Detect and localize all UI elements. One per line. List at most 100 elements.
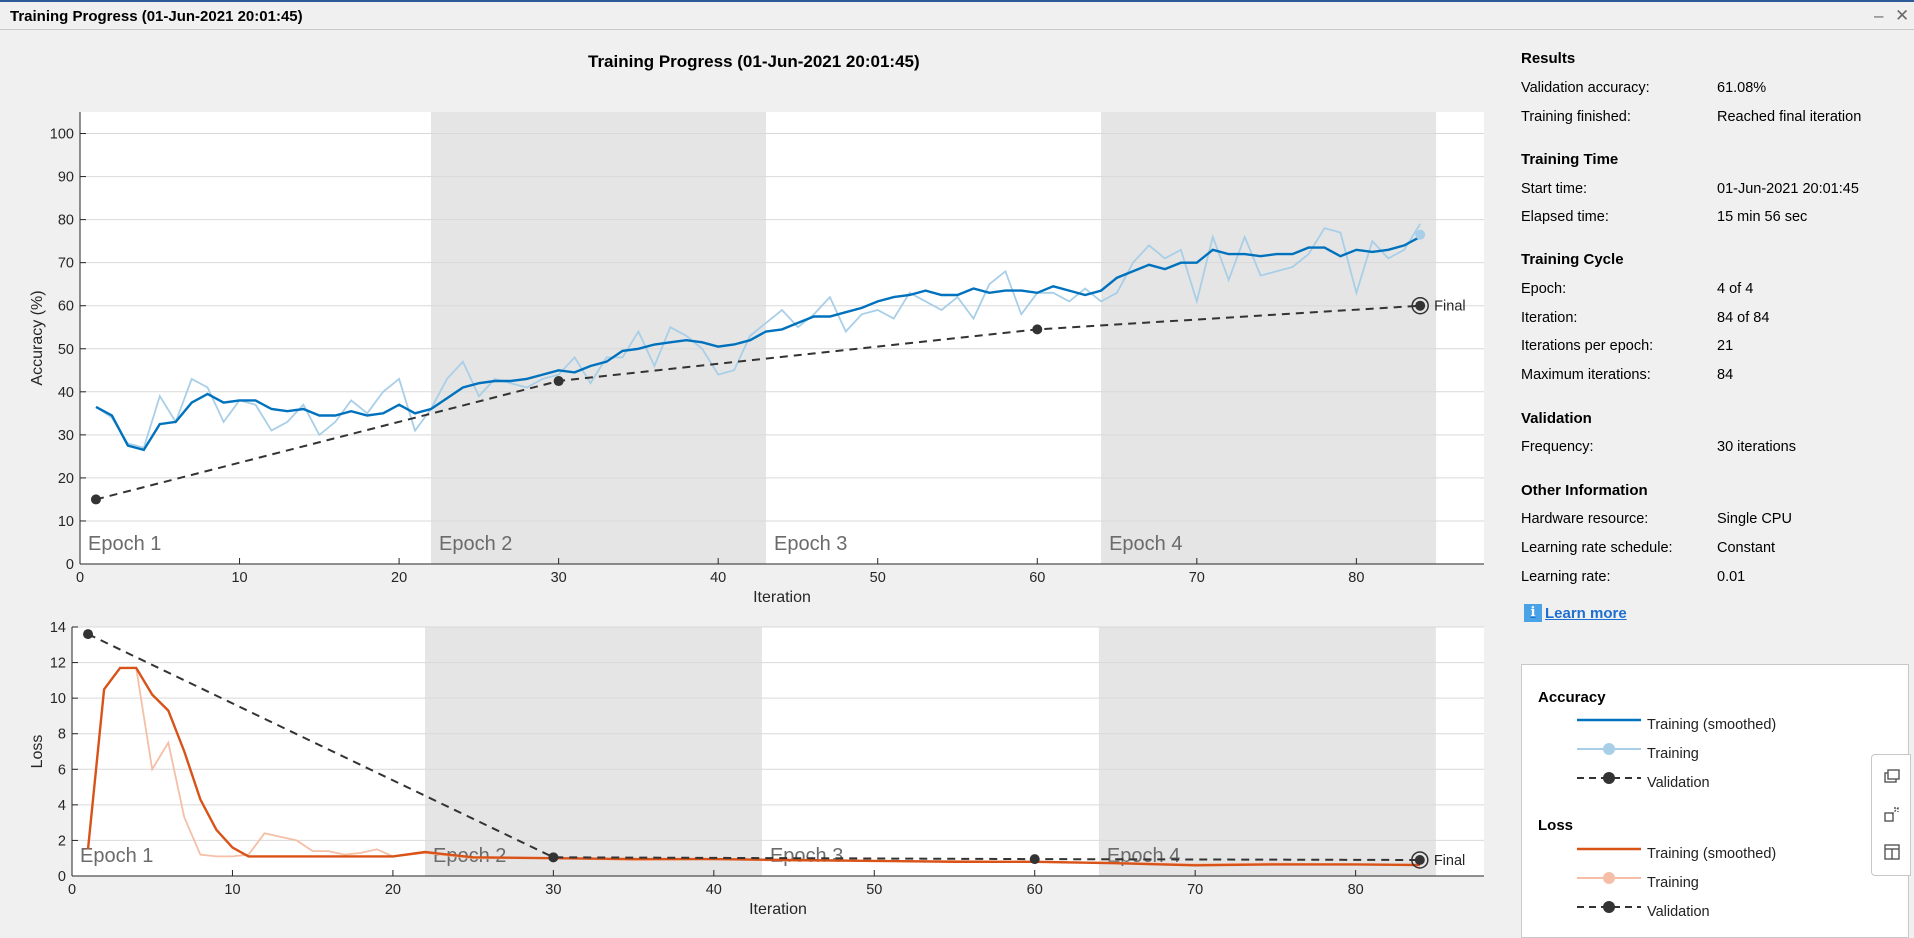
loss-ytick-label: 10 — [50, 691, 66, 707]
iteration-value: 84 of 84 — [1717, 310, 1770, 326]
window-top-border — [0, 0, 1914, 2]
loss-epoch-label: Epoch 1 — [80, 845, 153, 867]
acc-xtick-label: 50 — [870, 570, 886, 586]
acc-xtick-label: 10 — [231, 570, 247, 586]
epoch-label: Epoch: — [1521, 281, 1567, 297]
acc-final-marker — [1411, 296, 1429, 315]
legend-loss-heading: Loss — [1538, 817, 1574, 834]
legend-loss-swatches — [1577, 847, 1641, 913]
maximum-iterations-label: Maximum iterations: — [1521, 367, 1651, 383]
learn-more-link[interactable]: i Learn more — [1524, 604, 1627, 622]
acc-validation-point — [1032, 324, 1043, 335]
title-bar: Training Progress (01-Jun-2021 20:01:45)… — [0, 2, 1914, 30]
loss-ytick-label: 8 — [58, 727, 66, 743]
learning-rate-value: 0.01 — [1717, 569, 1746, 585]
acc-ytick-label: 0 — [66, 557, 74, 573]
legend-acc-raw-label: Training — [1647, 746, 1699, 762]
iterations-per-epoch-label: Iterations per epoch: — [1521, 338, 1654, 354]
epoch-value: 4 of 4 — [1717, 281, 1754, 297]
acc-ytick-label: 90 — [58, 170, 74, 186]
acc-epoch-label: Epoch 2 — [439, 533, 512, 555]
loss-xtick-label: 20 — [385, 882, 401, 898]
loss-xtick-label: 10 — [224, 882, 240, 898]
legend-loss-val-marker — [1603, 901, 1615, 913]
training-finished-value: Reached final iteration — [1717, 109, 1862, 125]
loss-validation-point — [1029, 854, 1040, 865]
layout-icon[interactable] — [1883, 843, 1901, 861]
start-time-label: Start time: — [1521, 181, 1588, 197]
loss-ytick-label: 14 — [50, 620, 66, 636]
other-info-heading: Other Information — [1521, 482, 1648, 499]
export-icon[interactable] — [1883, 805, 1901, 823]
undock-icon[interactable] — [1883, 767, 1901, 785]
legend-loss-raw-label: Training — [1647, 875, 1699, 891]
window-title: Training Progress (01-Jun-2021 20:01:45) — [10, 8, 303, 25]
loss-xtick-label: 50 — [866, 882, 882, 898]
hardware-resource-label: Hardware resource: — [1521, 511, 1649, 527]
iteration-label: Iteration: — [1521, 310, 1578, 326]
elapsed-time-value: 15 min 56 sec — [1717, 209, 1808, 225]
legend-accuracy-swatches — [1577, 718, 1641, 784]
acc-ytick-label: 20 — [58, 471, 74, 487]
legend-loss-raw-marker — [1603, 872, 1615, 884]
acc-ytick-label: 40 — [58, 385, 74, 401]
acc-ytick-label: 50 — [58, 342, 74, 358]
acc-ytick-label: 70 — [58, 256, 74, 272]
loss-ytick-label: 6 — [58, 762, 66, 778]
loss-validation-point — [1414, 854, 1425, 865]
legend-loss-smoothed-label: Training (smoothed) — [1647, 846, 1777, 862]
acc-ytick-label: 10 — [58, 514, 74, 530]
lr-schedule-label: Learning rate schedule: — [1521, 540, 1673, 556]
training-cycle-heading: Training Cycle — [1521, 251, 1624, 268]
loss-epoch-shade — [425, 627, 762, 876]
loss-xtick-label: 60 — [1027, 882, 1043, 898]
acc-final-label: Final — [1434, 299, 1465, 315]
validation-accuracy-label: Validation accuracy: — [1521, 80, 1650, 96]
loss-final-marker — [1411, 851, 1429, 869]
results-heading: Results — [1521, 50, 1576, 67]
acc-epoch-shade — [431, 112, 767, 564]
plot-title: Training Progress (01-Jun-2021 20:01:45) — [588, 52, 920, 71]
loss-validation-line — [87, 633, 1420, 861]
acc-validation-point — [1415, 300, 1426, 311]
acc-xtick-label: 40 — [710, 570, 726, 586]
loss-y-label: Loss — [29, 735, 46, 769]
loss-xtick-label: 40 — [706, 882, 722, 898]
learning-rate-label: Learning rate: — [1521, 569, 1611, 585]
close-icon[interactable]: ✕ — [1895, 6, 1910, 25]
acc-ytick-label: 80 — [58, 213, 74, 229]
acc-xtick-label: 0 — [76, 570, 84, 586]
acc-x-label: Iteration — [753, 589, 811, 606]
acc-ytick-label: 100 — [50, 127, 74, 143]
acc-validation-line — [95, 304, 1421, 501]
loss-validation-point — [83, 629, 94, 640]
training-time-heading: Training Time — [1521, 151, 1619, 168]
lr-schedule-value: Constant — [1717, 540, 1776, 556]
legend-loss-val-label: Validation — [1647, 904, 1710, 920]
acc-training-raw-line — [95, 223, 1421, 449]
legend-acc-raw-marker — [1603, 743, 1615, 755]
axes-toolbar — [1871, 754, 1911, 876]
acc-raw-end-marker — [1415, 229, 1426, 240]
acc-epoch-shade — [1101, 112, 1437, 564]
loss-epoch-label: Epoch 4 — [1107, 845, 1180, 867]
loss-ytick-label: 12 — [50, 656, 66, 672]
start-time-value: 01-Jun-2021 20:01:45 — [1717, 181, 1859, 197]
elapsed-time-label: Elapsed time: — [1521, 209, 1609, 225]
minimize-icon[interactable]: – — [1874, 6, 1884, 25]
acc-xtick-label: 70 — [1189, 570, 1205, 586]
maximum-iterations-value: 84 — [1717, 367, 1734, 383]
loss-epoch-label: Epoch 3 — [770, 845, 843, 867]
loss-xtick-label: 80 — [1348, 882, 1364, 898]
loss-xtick-label: 0 — [68, 882, 76, 898]
loss-x-label: Iteration — [749, 901, 807, 918]
acc-epoch-label: Epoch 4 — [1109, 533, 1182, 555]
loss-ytick-label: 4 — [58, 798, 66, 814]
legend-panel: Accuracy Training (smoothed) Training Va… — [1521, 664, 1909, 938]
acc-y-label: Accuracy (%) — [29, 290, 46, 385]
validation-heading: Validation — [1521, 410, 1592, 427]
acc-validation-point — [90, 494, 101, 505]
loss-training-smoothed-line — [86, 666, 1420, 867]
acc-training-smoothed-line — [95, 235, 1421, 452]
